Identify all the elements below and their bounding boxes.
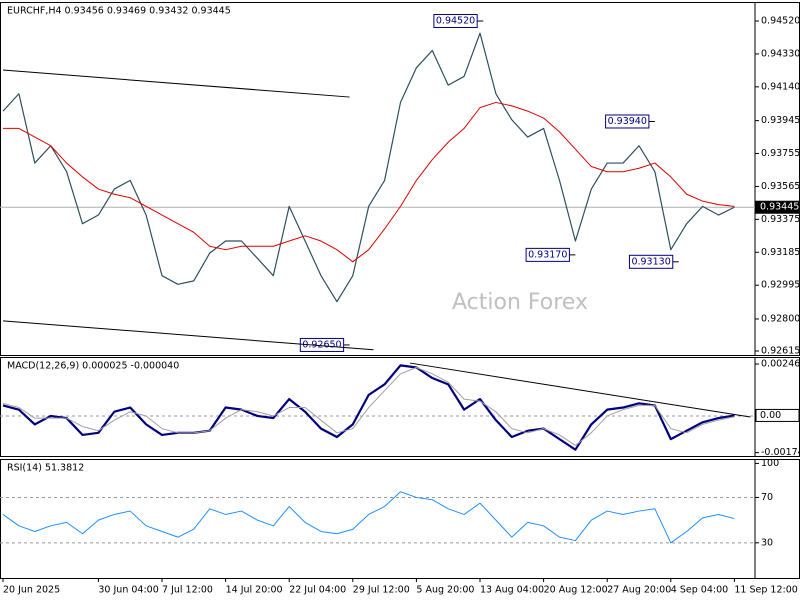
- x-tick-label: 27 Aug 20:00: [607, 585, 671, 596]
- x-tick-label: 11 Sep 12:00: [734, 585, 797, 596]
- x-tick-label: 20 Aug 12:00: [544, 585, 608, 596]
- annotation-label: 0.93130: [631, 256, 670, 267]
- y-tick-label: 0.93565: [761, 181, 800, 192]
- panel-frame: [0, 459, 800, 579]
- y-tick-label: 0.93945: [761, 115, 800, 126]
- annotation-label: 0.92650: [302, 339, 341, 350]
- y-tick-label: 30: [761, 537, 773, 548]
- last-value-label: 0.93445: [760, 202, 799, 213]
- x-tick-label: 13 Aug 04:00: [480, 585, 544, 596]
- annotation-label: 0.94520: [436, 16, 475, 27]
- y-tick-label: 70: [761, 492, 773, 503]
- x-tick-label: 22 Jul 04:00: [289, 585, 346, 596]
- annotation-box: [433, 14, 478, 29]
- annotation-box: [299, 337, 345, 352]
- y-tick-label: 0.94140: [761, 81, 800, 92]
- last-value-label: 0.00: [760, 410, 781, 421]
- y-tick-label: 0.92615: [761, 346, 800, 357]
- trend-line: [2, 69, 350, 98]
- annotation-box: [605, 114, 650, 129]
- y-tick-label: 0.92995: [761, 280, 800, 291]
- panel-frame: [0, 2, 800, 356]
- panel-title: RSI(14) 51.3812: [7, 463, 84, 474]
- last-value-box: [755, 200, 800, 214]
- x-tick-label: 20 Jun 2025: [3, 585, 60, 596]
- annotation-box: [628, 254, 674, 269]
- panel-title: MACD(12,26,9) 0.000025 -0.000040: [7, 361, 179, 372]
- last-value-box: [755, 408, 800, 422]
- annotation-label: 0.93170: [528, 249, 567, 260]
- x-tick-label: 30 Jun 04:00: [98, 585, 158, 596]
- y-tick-label: 0.92800: [761, 313, 800, 324]
- y-tick-label: 0.94520: [761, 16, 800, 27]
- x-tick-label: 4 Sep 04:00: [671, 585, 728, 596]
- series-line: [3, 101, 735, 263]
- trend-line: [409, 362, 751, 418]
- x-tick-label: 7 Jul 12:00: [162, 585, 213, 596]
- y-tick-label: 0.002463: [761, 359, 800, 370]
- series-line: [2, 366, 735, 446]
- y-tick-label: 0.93185: [761, 247, 800, 258]
- x-tick-label: 14 Jul 20:00: [226, 585, 283, 596]
- y-tick-label: 0.93375: [761, 214, 800, 225]
- series-line: [2, 364, 735, 451]
- y-tick-label: -0.00174: [761, 447, 800, 458]
- x-tick-label: 5 Aug 20:00: [416, 585, 474, 596]
- y-tick-label: 100: [761, 458, 779, 469]
- y-tick-label: 0.94330: [761, 48, 800, 59]
- x-tick-label: 29 Jul 12:00: [353, 585, 410, 596]
- trend-line: [2, 320, 374, 351]
- panel-title: EURCHF,H4 0.93456 0.93469 0.93432 0.9344…: [7, 6, 231, 17]
- series-line: [2, 491, 735, 544]
- y-tick-label: 0.93755: [761, 148, 800, 159]
- series-line: [2, 32, 735, 303]
- panel-frame: [0, 357, 800, 457]
- annotation-label: 0.93940: [608, 116, 647, 127]
- watermark: Action Forex: [452, 290, 588, 315]
- annotation-box: [525, 247, 570, 262]
